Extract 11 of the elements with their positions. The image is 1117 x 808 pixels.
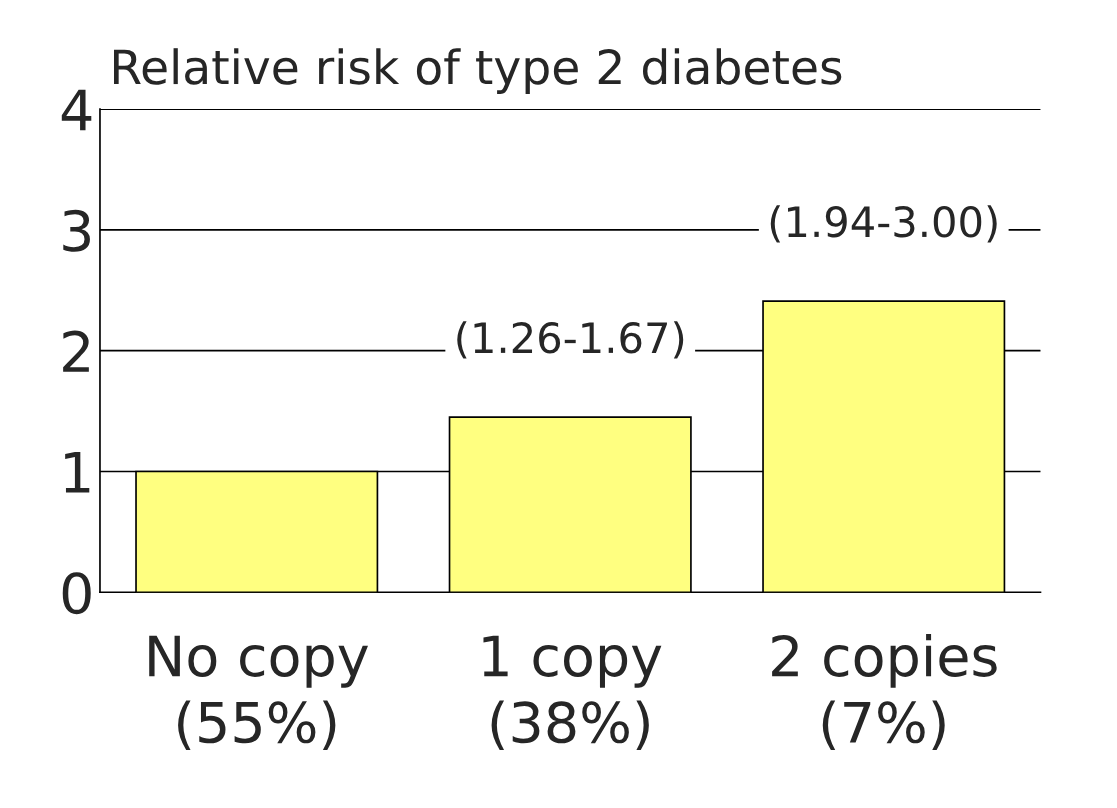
y-tick-label: 2: [63, 330, 89, 372]
x-tick-label: 1 copy (38%): [483, 635, 662, 750]
y-tick-label: 0: [62, 572, 91, 615]
x-tick-label: 2 copies (7%): [772, 633, 997, 750]
data-label: (1.94-3.00): [770, 205, 997, 243]
y-tick-label: 3: [63, 209, 90, 252]
chart-title: Relative risk of type 2 diabetes: [114, 48, 842, 94]
y-tick-label: 4: [61, 89, 92, 131]
x-tick-label: No copy (55%): [149, 635, 368, 750]
data-label: (1.26-1.67): [457, 321, 684, 359]
y-tick-label: 1: [65, 452, 90, 493]
